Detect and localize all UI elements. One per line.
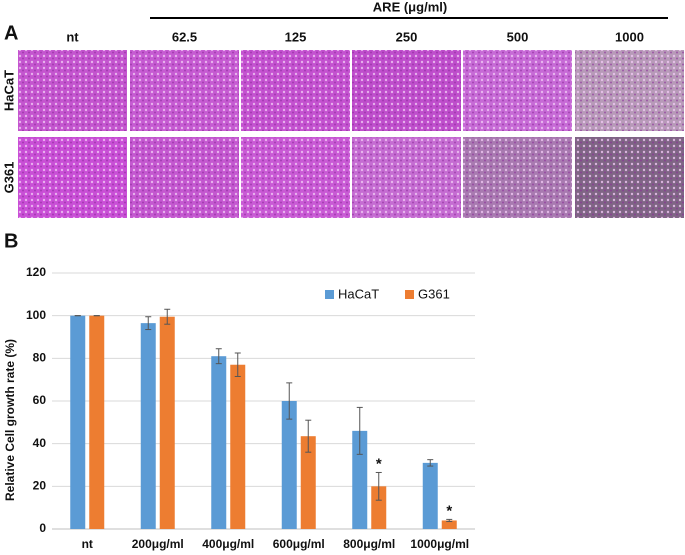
x-tick-label: 800μg/ml	[343, 537, 395, 551]
column-label: 1000	[615, 29, 644, 44]
bar	[441, 520, 457, 529]
error-bar	[305, 419, 312, 453]
legend-label: HaCaT	[338, 286, 379, 301]
error-bar	[375, 471, 382, 501]
significance-label: *	[446, 502, 452, 519]
bar	[140, 323, 156, 529]
x-tick-label: 600μg/ml	[273, 537, 325, 551]
micrograph-texture	[241, 137, 350, 218]
error-bar	[164, 308, 171, 325]
micrograph-texture	[18, 137, 127, 218]
bar	[211, 356, 227, 529]
micrograph-texture	[575, 137, 684, 218]
row-label: HaCaT	[1, 70, 16, 111]
micrograph-texture	[130, 50, 239, 131]
panel-label: A	[4, 22, 18, 44]
bar	[159, 316, 175, 529]
row-label: G361	[1, 162, 16, 194]
error-bar	[234, 352, 241, 377]
column-label: 62.5	[172, 29, 197, 44]
micrograph-texture	[241, 50, 350, 131]
error-bar	[446, 518, 453, 523]
error-bar	[215, 348, 222, 365]
bar	[230, 364, 246, 529]
bar	[371, 486, 387, 529]
micrograph-texture	[463, 50, 572, 131]
x-tick-label: 1000μg/ml	[410, 537, 469, 551]
y-tick-label: 80	[33, 351, 47, 365]
y-tick-label: 20	[33, 479, 47, 493]
bar	[422, 462, 438, 529]
panel-label: B	[4, 230, 18, 252]
column-label: 125	[285, 29, 307, 44]
column-label: nt	[66, 29, 79, 44]
x-tick-label: 200μg/ml	[132, 537, 184, 551]
error-bar	[427, 459, 434, 467]
y-tick-label: 60	[33, 393, 47, 407]
error-bar	[286, 382, 293, 420]
micrograph-texture	[18, 50, 127, 131]
error-bar	[145, 316, 152, 331]
header: ARE (μg/ml)	[373, 0, 447, 14]
legend-swatch	[405, 290, 414, 299]
y-tick-label: 120	[26, 265, 46, 279]
bar	[300, 436, 316, 529]
bar	[89, 315, 105, 529]
y-tick-label: 100	[26, 308, 46, 322]
micrograph-texture	[463, 137, 572, 218]
bar	[70, 315, 86, 529]
y-axis-label: Relative Cell growth rate (%)	[3, 339, 17, 501]
y-tick-label: 40	[33, 436, 47, 450]
column-label: 500	[507, 29, 529, 44]
micrograph-texture	[352, 137, 461, 218]
column-label: 250	[396, 29, 418, 44]
micrograph-texture	[352, 50, 461, 131]
y-tick-label: 0	[39, 521, 46, 535]
error-bar	[356, 406, 363, 455]
micrograph-texture	[130, 137, 239, 218]
bar	[352, 430, 368, 529]
legend-swatch	[325, 290, 334, 299]
bar	[281, 401, 297, 529]
significance-label: *	[376, 455, 382, 472]
micrograph-texture	[575, 50, 684, 131]
x-tick-label: 400μg/ml	[202, 537, 254, 551]
legend-label: G361	[418, 286, 450, 301]
x-tick-label: nt	[82, 537, 93, 551]
